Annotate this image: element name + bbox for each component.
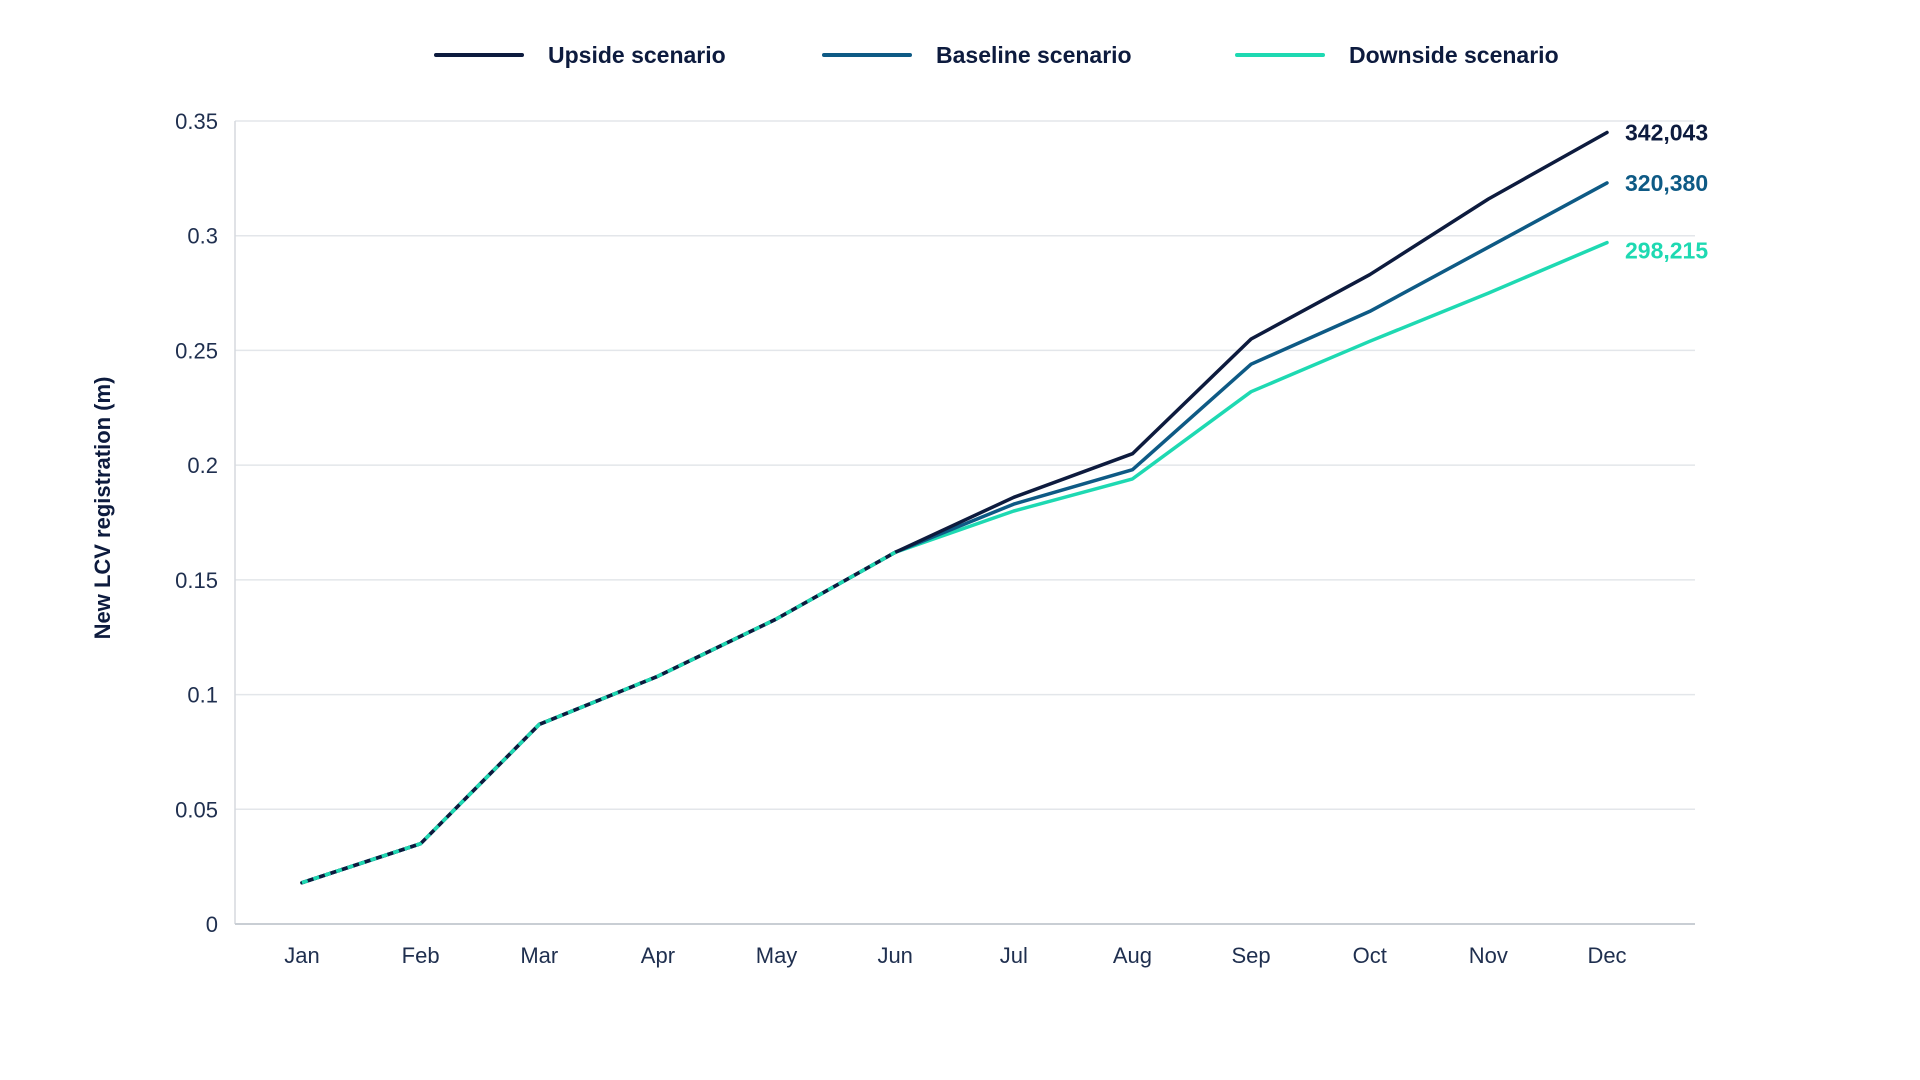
y-tick-label: 0.3 — [187, 224, 218, 249]
y-tick-label: 0.35 — [175, 109, 218, 134]
end-value-label: 298,215 — [1625, 238, 1708, 264]
y-tick-label: 0.05 — [175, 797, 218, 822]
x-tick-label: Jul — [1000, 943, 1028, 968]
x-tick-label: Aug — [1113, 943, 1152, 968]
legend-label: Upside scenario — [548, 42, 726, 68]
x-tick-label: Jun — [877, 943, 912, 968]
legend-label: Downside scenario — [1349, 42, 1559, 68]
series-lines — [300, 130, 1609, 885]
series-line-downside-scenario — [300, 240, 1609, 885]
x-tick-label: Sep — [1232, 943, 1271, 968]
y-axis-title: New LCV registration (m) — [90, 377, 115, 640]
x-tick-label: Mar — [520, 943, 558, 968]
gridlines — [235, 120, 1695, 811]
x-tick-label: Apr — [641, 943, 675, 968]
y-tick-label: 0.2 — [187, 453, 218, 478]
y-tick-label: 0 — [206, 912, 218, 937]
x-tick-label: Nov — [1469, 943, 1508, 968]
end-value-label: 320,380 — [1625, 170, 1708, 196]
y-tick-label: 0.1 — [187, 683, 218, 708]
x-tick-label: Oct — [1353, 943, 1387, 968]
y-tick-label: 0.15 — [175, 568, 218, 593]
x-tick-label: Jan — [284, 943, 319, 968]
legend: Upside scenario Baseline scenario Downside… — [434, 42, 1559, 68]
y-tick-label: 0.25 — [175, 338, 218, 363]
series-line-upside-scenario — [300, 130, 1609, 885]
x-tick-label: May — [756, 943, 798, 968]
axes: 0 0.05 0.1 0.15 0.2 0.25 0.3 0.35 Jan Feb Mar Apr Ma… — [90, 109, 1695, 968]
x-tick-label: Dec — [1587, 943, 1626, 968]
end-value-label: 342,043 — [1625, 119, 1708, 145]
labels: 342,043 320,380 298,215 — [1625, 119, 1708, 263]
x-tick-label: Feb — [402, 943, 440, 968]
legend-label: Baseline scenario — [936, 42, 1132, 68]
